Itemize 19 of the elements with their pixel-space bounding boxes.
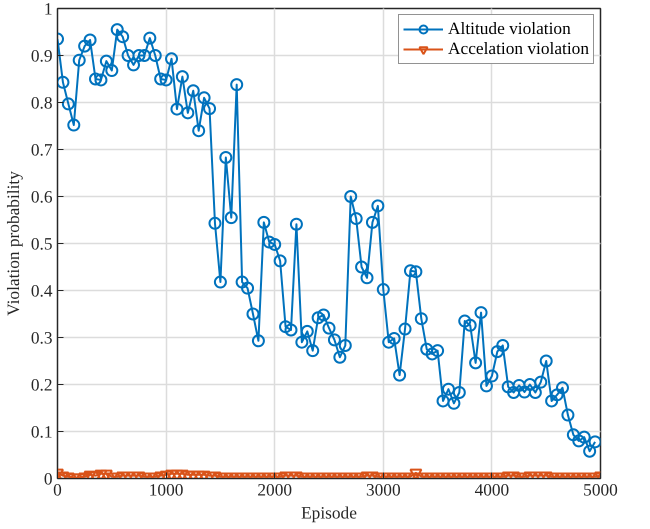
y-tick-label: 0.4 [30,282,53,300]
y-tick-label: 0.9 [30,46,53,66]
y-tick-label: 0.6 [30,188,53,206]
y-tick-label: 0.2 [30,376,53,394]
x-tick-label: 5000 [583,480,618,500]
y-tick-label: 0.7 [30,140,53,160]
x-tick-label: 2000 [257,480,292,500]
y-tick-label: 0.5 [30,234,53,254]
y-tick-label: 1 [44,0,53,18]
legend-label: Accelation violation [448,39,589,59]
y-tick-label: 0.3 [30,328,53,348]
legend-label: Altitude violation [448,19,571,39]
y-tick-label: 0.8 [30,94,53,112]
x-tick-label: 1000 [148,480,184,500]
x-tick-label: 4000 [474,480,510,500]
x-tick-label: 3000 [366,480,401,500]
y-axis-title: Violation probability [4,170,23,316]
y-tick-label: 0.1 [30,422,53,442]
x-axis-title: Episode [301,504,358,522]
